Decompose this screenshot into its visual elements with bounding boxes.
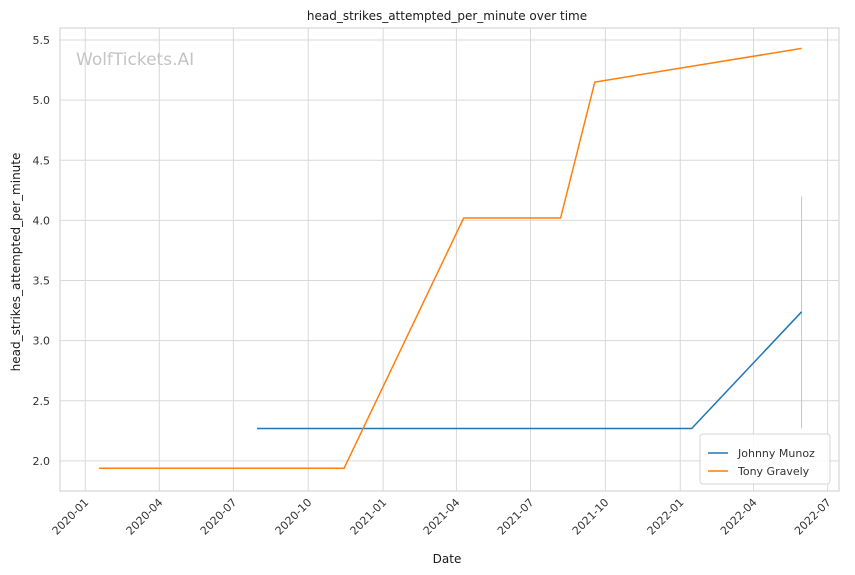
x-tick-label: 2021-07 xyxy=(495,496,537,538)
y-tick-label: 3.0 xyxy=(33,335,51,348)
legend-label: Tony Gravely xyxy=(737,465,810,478)
y-axis-label: head_strikes_attempted_per_minute xyxy=(9,153,23,372)
x-tick-label: 2022-07 xyxy=(792,496,834,538)
y-tick-label: 2.5 xyxy=(33,395,51,408)
grid-lines xyxy=(60,28,839,491)
x-axis-label: Date xyxy=(433,552,462,566)
plot-area xyxy=(59,27,840,492)
x-tick-label: 2020-04 xyxy=(124,496,166,538)
y-tick-label: 4.0 xyxy=(33,214,51,227)
x-tick-label: 2020-10 xyxy=(273,496,315,538)
y-tick-label: 5.5 xyxy=(33,34,51,47)
y-tick-label: 3.5 xyxy=(33,275,51,288)
x-tick-label: 2022-01 xyxy=(645,496,687,538)
legend-box xyxy=(699,433,831,485)
x-tick-label: 2021-10 xyxy=(570,496,612,538)
y-tick-label: 2.0 xyxy=(33,455,51,468)
series-lines xyxy=(99,47,803,469)
x-tick-label: 2020-01 xyxy=(50,496,92,538)
x-tick-label: 2022-04 xyxy=(718,496,760,538)
x-tick-labels: 2020-01 2020-04 2020-07 2020-10 2021-01 2021-… xyxy=(50,496,834,538)
x-tick-label: 2020-07 xyxy=(198,496,240,538)
watermark: WolfTickets.AI xyxy=(76,50,194,70)
legend-label: Johnny Munoz xyxy=(737,447,815,460)
y-tick-labels: 2.0 2.5 3.0 3.5 4.0 4.5 5.0 5.5 xyxy=(33,34,51,468)
series-line-tony-gravely xyxy=(99,47,802,469)
y-tick-label: 4.5 xyxy=(33,154,51,167)
x-tick-label: 2021-04 xyxy=(421,496,463,538)
legend: Johnny Munoz Tony Gravely xyxy=(699,433,831,485)
chart-title: head_strikes_attempted_per_minute over t… xyxy=(307,9,587,23)
y-tick-label: 5.0 xyxy=(33,94,51,107)
series-line-johnny-munoz xyxy=(257,311,803,430)
x-tick-label: 2021-01 xyxy=(348,496,390,538)
